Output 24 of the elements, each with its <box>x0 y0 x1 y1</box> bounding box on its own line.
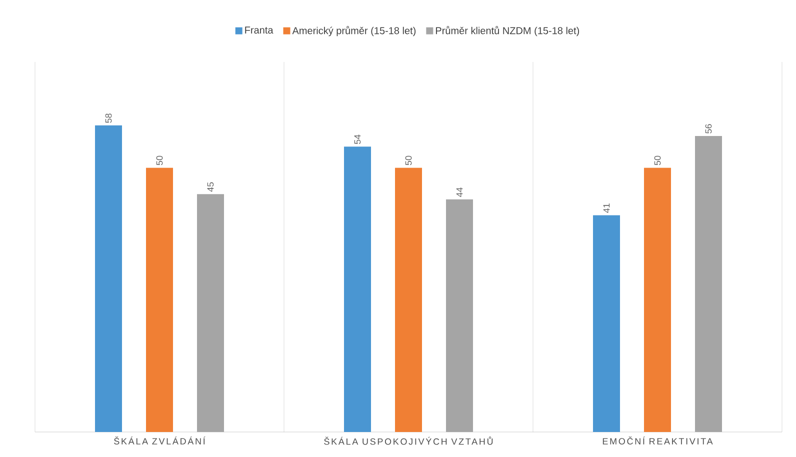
legend-label: Americký průměr (15-18 let) <box>292 26 416 36</box>
bar <box>644 168 671 432</box>
bar <box>95 125 122 432</box>
bar <box>446 199 473 432</box>
legend-label: Průměr klientů NZDM (15-18 let) <box>436 26 580 36</box>
data-label: 56 <box>705 124 712 134</box>
data-label: 41 <box>603 204 610 213</box>
bar <box>395 168 422 432</box>
data-label: 50 <box>654 156 661 166</box>
x-tick-label: ŠKÁLA USPOKOJIVÝCH VZTAHŮ <box>324 436 493 445</box>
legend-label: Franta <box>245 26 274 34</box>
bar <box>344 146 371 432</box>
bar <box>592 215 620 432</box>
bar <box>146 168 174 432</box>
bar <box>197 194 224 432</box>
data-label: 44 <box>456 187 463 198</box>
x-tick-label: ŠKÁLA ZVLÁDÁNÍ <box>114 436 206 444</box>
data-label: 54 <box>354 134 361 144</box>
data-label: 50 <box>156 156 163 166</box>
data-label: 58 <box>105 114 112 123</box>
bar <box>694 136 722 432</box>
data-label: 45 <box>207 182 214 192</box>
x-tick-label: EMOČNÍ REAKTIVITA <box>602 436 713 444</box>
data-label: 50 <box>405 156 412 166</box>
